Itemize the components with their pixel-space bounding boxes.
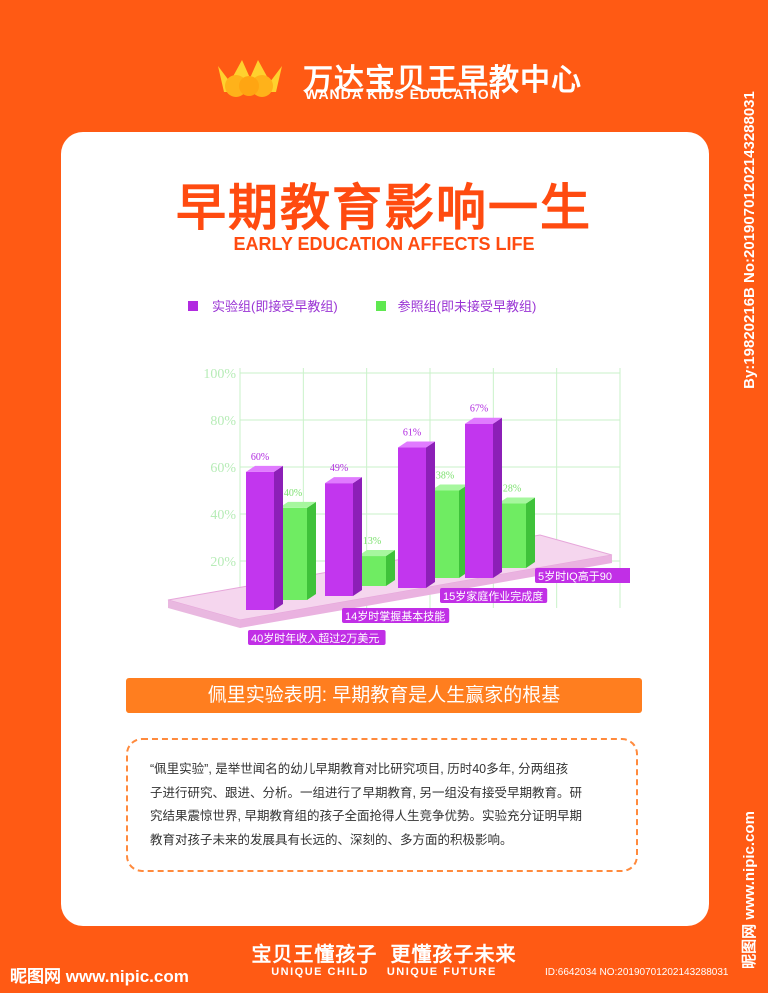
description-text: “佩里实验”, 是举世闻名的幼儿早期教育对比研究项目, 历时40多年, 分两组孩… bbox=[150, 758, 620, 852]
bar-value-label: 40% bbox=[284, 488, 302, 499]
slogan-en: UNIQUE CHILD UNIQUE FUTURE bbox=[271, 966, 497, 978]
bar-top bbox=[465, 417, 502, 424]
watermark-right-top-text: By:19820216B No:20190701202143288031 bbox=[741, 91, 758, 389]
description-line: “佩里实验”, 是举世闻名的幼儿早期教育对比研究项目, 历时40多年, 分两组孩 bbox=[150, 762, 569, 776]
bar-front bbox=[498, 503, 526, 568]
legend-swatch-experiment bbox=[188, 300, 198, 311]
y-tick-label: 80% bbox=[210, 414, 236, 429]
category-tag bbox=[440, 588, 548, 603]
chart-floor-edge bbox=[168, 600, 240, 628]
content-card bbox=[61, 132, 709, 926]
bar-front bbox=[358, 556, 386, 586]
legend-swatch-control bbox=[375, 300, 386, 311]
bar-front bbox=[398, 447, 426, 588]
y-tick-label: 40% bbox=[210, 508, 236, 523]
bar-top bbox=[325, 477, 362, 484]
category-label: 15岁家庭作业完成度 bbox=[443, 589, 543, 603]
conclusion-banner bbox=[126, 678, 642, 713]
legend-label-control: 参照组(即未接受早教组) bbox=[397, 299, 537, 314]
bar-top bbox=[398, 441, 435, 448]
brand-name-cn: 万达宝贝王早教中心 bbox=[303, 64, 582, 97]
bar-top bbox=[246, 465, 283, 472]
bar-top bbox=[431, 484, 468, 491]
category-label: 5岁时IQ高于90 bbox=[538, 569, 612, 583]
conclusion-banner-text: 佩里实验表明: 早期教育是人生赢家的根基 bbox=[207, 685, 561, 706]
bar-front bbox=[279, 507, 307, 600]
chart-category-labels: 40岁时年收入超过2万美元 14岁时掌握基本技能 15岁家庭作业完成度 5岁时IQ高于… bbox=[248, 568, 630, 645]
bar-top bbox=[498, 497, 535, 504]
bar-side bbox=[386, 550, 395, 586]
bar-value-label: 13% bbox=[363, 536, 381, 547]
bar-side bbox=[493, 417, 502, 578]
description-line: 教育对孩子未来的发展具有长远的、深刻的、多方面的积极影响。 bbox=[150, 832, 513, 847]
bar-top bbox=[358, 550, 395, 557]
description-box bbox=[126, 738, 638, 872]
category-tag bbox=[342, 608, 450, 623]
bar-side bbox=[274, 465, 283, 610]
watermark-id: ID:6642034 NO:20190701202143288031 bbox=[545, 967, 729, 978]
page-subtitle: EARLY EDUCATION AFFECTS LIFE bbox=[233, 234, 535, 254]
y-tick-label: 20% bbox=[210, 555, 236, 570]
chart-bars: 40% 60% 13% 49% 38% 61% 28% 67% bbox=[246, 404, 535, 610]
watermark-right-bottom-text: 昵图网 www.nipic.com bbox=[741, 811, 758, 969]
bar-front bbox=[431, 490, 459, 578]
bar-side bbox=[353, 477, 362, 596]
watermark-right-top: By:19820216B No:20190701202143288031 bbox=[741, 91, 758, 389]
y-tick-label: 100% bbox=[203, 367, 236, 382]
category-tag bbox=[535, 568, 630, 583]
category-label: 14岁时掌握基本技能 bbox=[345, 609, 445, 623]
bar-front bbox=[246, 471, 274, 610]
watermark-left: 昵图网 www.nipic.com bbox=[10, 967, 189, 986]
bar-value-label: 67% bbox=[470, 404, 488, 415]
bar-front bbox=[465, 423, 493, 578]
category-tag bbox=[248, 630, 386, 645]
bar-value-label: 61% bbox=[403, 428, 421, 439]
chart-floor-edge bbox=[240, 555, 612, 628]
bar-value-label: 38% bbox=[436, 470, 454, 481]
crown-logo-icon bbox=[218, 60, 282, 97]
bar-value-label: 60% bbox=[251, 452, 269, 463]
description-line: 子进行研究、跟进、分析。一组进行了早期教育, 另一组没有接受早期教育。研 bbox=[150, 785, 582, 800]
bar-front bbox=[325, 483, 353, 596]
description-line: 究结果震惊世界, 早期教育组的孩子全面抢得人生竞争优势。实验充分证明早期 bbox=[150, 809, 582, 823]
bar-value-label: 49% bbox=[330, 463, 348, 474]
legend-label-experiment: 实验组(即接受早教组) bbox=[212, 299, 338, 314]
bar-value-label: 28% bbox=[503, 484, 521, 495]
bar-side bbox=[307, 501, 316, 600]
brand-name-en: WANDA KIDS EDUCATION bbox=[305, 86, 501, 102]
page-title: 早期教育影响一生 bbox=[176, 180, 592, 236]
bar-side bbox=[426, 441, 435, 588]
watermark-right-bottom: 昵图网 www.nipic.com bbox=[741, 811, 758, 969]
bar-top bbox=[279, 501, 316, 508]
y-tick-label: 60% bbox=[210, 461, 236, 476]
bar-chart: 20% 40% 60% 80% 100% 40% 60% 13% 49% 38% 61% 28% 67… bbox=[167, 367, 630, 645]
bar-side bbox=[526, 497, 535, 568]
chart-legend: 实验组(即接受早教组) 参照组(即未接受早教组) bbox=[188, 296, 536, 315]
category-label: 40岁时年收入超过2万美元 bbox=[251, 631, 379, 645]
slogan-cn: 宝贝王懂孩子 更懂孩子未来 bbox=[251, 944, 517, 966]
